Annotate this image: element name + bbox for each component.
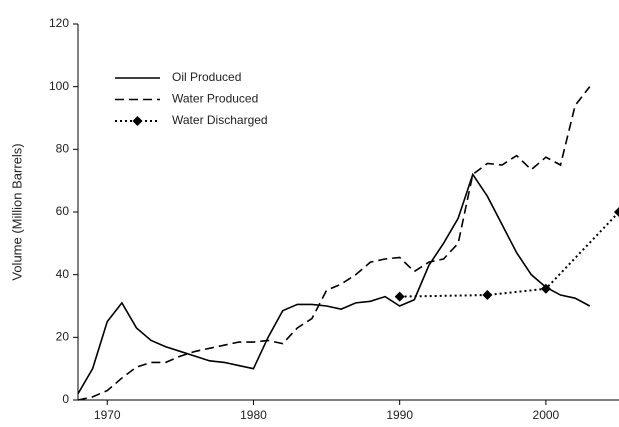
y-tick-label: 120 bbox=[49, 16, 69, 30]
legend-label: Water Produced bbox=[172, 92, 258, 106]
marker bbox=[614, 207, 619, 217]
x-tick-label: 2000 bbox=[533, 408, 560, 422]
marker bbox=[482, 290, 493, 301]
series-line bbox=[77, 172, 591, 395]
y-axis-label: Volume (Million Barrels) bbox=[9, 143, 24, 280]
y-tick-label: 0 bbox=[62, 392, 69, 406]
legend-label: Water Discharged bbox=[172, 113, 268, 127]
marker bbox=[394, 291, 405, 302]
y-tick-label: 20 bbox=[56, 330, 70, 344]
series-line bbox=[399, 211, 619, 298]
legend-marker bbox=[132, 116, 143, 126]
y-tick-label: 100 bbox=[49, 79, 69, 93]
x-tick-label: 1970 bbox=[94, 408, 121, 422]
marker bbox=[540, 283, 551, 294]
legend-label: Oil Produced bbox=[172, 70, 241, 84]
x-tick-label: 1990 bbox=[386, 408, 413, 422]
x-tick-label: 1980 bbox=[240, 408, 267, 422]
y-tick-label: 60 bbox=[56, 204, 70, 218]
series-line bbox=[77, 86, 591, 401]
y-tick-label: 40 bbox=[56, 267, 70, 281]
y-tick-label: 80 bbox=[56, 142, 70, 156]
